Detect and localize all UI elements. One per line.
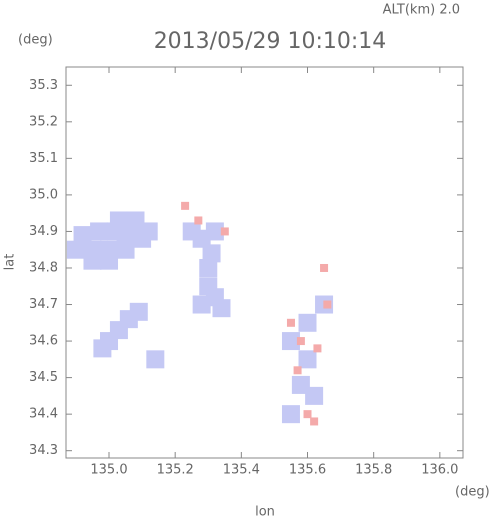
y-tick-label: 35.1 <box>29 151 58 166</box>
data-cell <box>220 227 229 236</box>
data-cell <box>205 222 224 241</box>
x-tick-label: 135.6 <box>289 463 326 478</box>
data-cell <box>73 226 92 245</box>
data-cell <box>293 366 302 375</box>
data-cell <box>100 251 119 270</box>
data-cell <box>303 410 312 419</box>
data-cell <box>133 229 152 248</box>
chart-title: 2013/05/29 10:10:14 <box>154 29 387 54</box>
data-cell <box>202 244 221 263</box>
data-cell <box>83 251 102 270</box>
y-tick-label: 34.4 <box>29 407 58 422</box>
data-cell <box>181 201 190 210</box>
data-cell <box>281 405 300 424</box>
data-cell <box>310 417 319 426</box>
y-axis-label: lat <box>3 254 18 271</box>
data-cell <box>296 337 305 346</box>
data-cell <box>182 222 201 241</box>
data-cell <box>90 222 109 241</box>
y-tick-label: 35.0 <box>29 187 58 202</box>
x-tick-label: 135.8 <box>355 463 392 478</box>
y-tick-label: 35.2 <box>29 114 58 129</box>
y-tick-label: 34.7 <box>29 297 58 312</box>
data-cell <box>212 299 231 318</box>
x-unit: (deg) <box>455 485 490 500</box>
data-cell <box>66 240 85 259</box>
data-cell <box>146 350 165 369</box>
data-cell <box>129 302 148 321</box>
data-cell <box>305 386 324 405</box>
data-cell <box>286 318 295 327</box>
y-tick-label: 34.3 <box>29 443 58 458</box>
data-cell <box>194 216 203 225</box>
data-cell <box>313 344 322 353</box>
data-cell <box>323 300 332 309</box>
data-cell <box>126 211 145 230</box>
x-tick-label: 136.0 <box>421 463 458 478</box>
y-tick-label: 34.6 <box>29 334 58 349</box>
y-tick-label: 34.9 <box>29 224 58 239</box>
annotation: ALT(km) 2.0 <box>383 3 460 18</box>
y-tick-label: 34.5 <box>29 370 58 385</box>
data-cell <box>320 263 329 272</box>
data-cell <box>116 229 135 248</box>
x-tick-label: 135.2 <box>157 463 194 478</box>
data-cell <box>298 350 317 369</box>
y-unit: (deg) <box>18 33 53 48</box>
data-cell <box>93 339 112 358</box>
data-cell <box>192 295 211 314</box>
x-tick-label: 135.4 <box>223 463 260 478</box>
x-axis-label: lon <box>255 505 275 520</box>
data-cell <box>298 313 317 332</box>
y-tick-label: 35.3 <box>29 78 58 93</box>
data-cell <box>199 258 218 277</box>
data-cell <box>109 211 128 230</box>
data-cell <box>281 332 300 351</box>
plot-frame <box>65 66 464 459</box>
y-tick-label: 34.8 <box>29 260 58 275</box>
x-tick-label: 135.0 <box>90 463 127 478</box>
